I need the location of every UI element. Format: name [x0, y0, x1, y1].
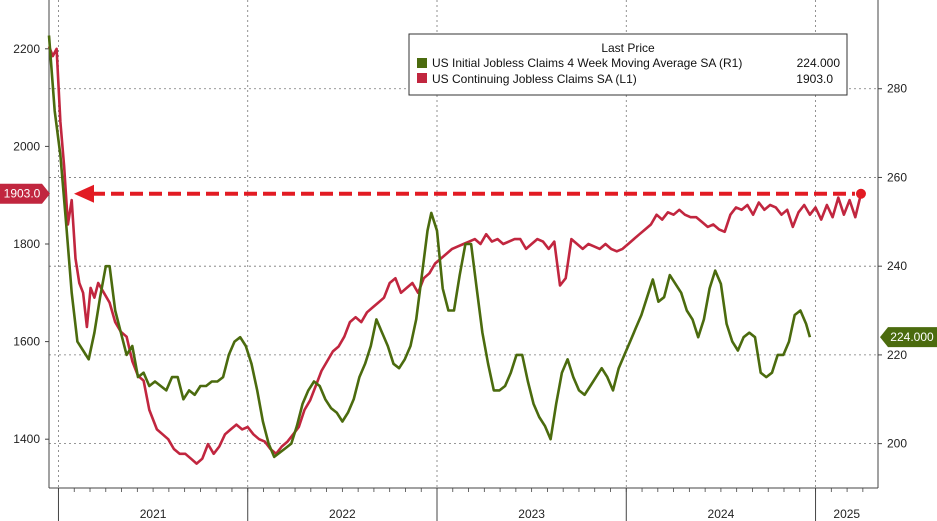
series-line-us-initial-jobless-claims-4-week-moving-average-sa [47, 35, 812, 459]
x-tick-label: 2024 [708, 507, 735, 521]
legend-header: Last Price [601, 41, 655, 55]
x-tick-label: 2021 [140, 507, 167, 521]
x-tick-label: 2025 [833, 507, 860, 521]
legend-swatch-initial [417, 58, 427, 68]
legend-swatch-continuing [417, 73, 427, 83]
series-lines [47, 35, 863, 465]
left-axis-ticks: 1400 1600 1800 2000 2200 [13, 42, 49, 446]
reference-line [74, 184, 866, 203]
right-tick-label: 260 [887, 170, 907, 184]
x-axis-ticks: 2021 2022 2023 2024 2025 [57, 488, 864, 521]
left-value-badge [0, 183, 50, 204]
left-tick-label: 1800 [13, 237, 40, 251]
right-tick-label: 240 [887, 259, 907, 273]
right-tick-label: 200 [887, 437, 907, 451]
legend: Last Price US Initial Jobless Claims 4 W… [408, 33, 848, 96]
x-tick-label: 2023 [518, 507, 545, 521]
right-axis-ticks: 200 220 240 260 280 [878, 82, 907, 451]
reference-end-dot [855, 188, 866, 199]
legend-box [408, 33, 848, 96]
left-tick-label: 2200 [13, 42, 40, 56]
x-tick-label: 2022 [329, 507, 356, 521]
series-line-us-continuing-jobless-claims-sa [47, 45, 863, 465]
value-badges: 1903.0 224.000 [0, 183, 937, 348]
left-tick-label: 1600 [13, 335, 40, 349]
right-tick-label: 220 [887, 348, 907, 362]
right-tick-label: 280 [887, 82, 907, 96]
legend-label-continuing: US Continuing Jobless Claims SA (L1) [432, 72, 637, 86]
right-value-badge [880, 327, 937, 348]
left-value-badge-text: 1903.0 [4, 187, 41, 201]
left-tick-label: 1400 [13, 432, 40, 446]
legend-value-continuing: 1903.0 [796, 72, 833, 86]
legend-value-initial: 224.000 [797, 56, 841, 70]
legend-label-initial: US Initial Jobless Claims 4 Week Moving … [432, 56, 742, 70]
right-value-badge-text: 224.000 [890, 330, 934, 344]
left-tick-label: 2000 [13, 139, 40, 153]
reference-arrowhead [74, 184, 94, 203]
